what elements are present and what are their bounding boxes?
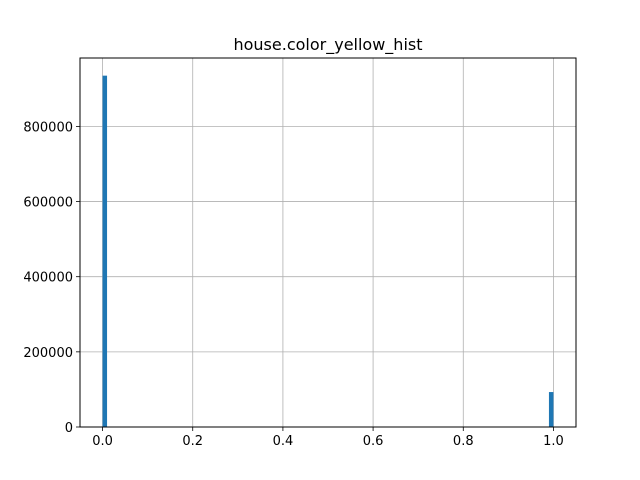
y-tick-label: 200000 bbox=[23, 346, 73, 361]
bars bbox=[102, 75, 554, 428]
x-tick-label: 0.4 bbox=[273, 434, 294, 449]
y-tick-label: 800000 bbox=[23, 120, 73, 135]
chart-title: house.color_yellow_hist bbox=[233, 35, 422, 55]
y-axis-ticks: 0 200000 400000 600000 800000 bbox=[23, 120, 80, 436]
x-tick-label: 0.2 bbox=[182, 434, 203, 449]
y-tick-label: 600000 bbox=[23, 196, 73, 211]
x-tick-label: 0.6 bbox=[363, 434, 384, 449]
x-tick-label: 1.0 bbox=[543, 434, 564, 449]
plot-frame bbox=[79, 57, 577, 428]
x-axis-ticks: 0.0 0.2 0.4 0.6 0.8 1.0 bbox=[92, 427, 564, 449]
x-tick-label: 0.8 bbox=[453, 434, 474, 449]
histogram-bar bbox=[548, 392, 554, 427]
y-tick-label: 400000 bbox=[23, 271, 73, 286]
x-tick-label: 0.0 bbox=[92, 434, 113, 449]
histogram-bar bbox=[102, 75, 108, 428]
y-tick-label: 0 bbox=[65, 421, 73, 436]
